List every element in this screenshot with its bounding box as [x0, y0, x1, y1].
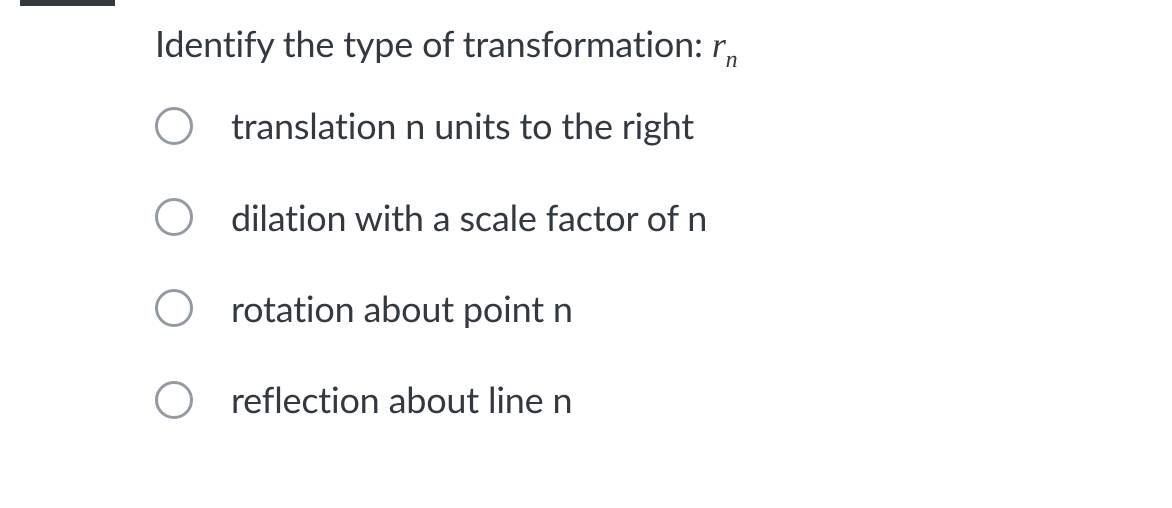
- math-symbol-r: r: [712, 25, 726, 65]
- radio-icon[interactable]: [155, 289, 193, 327]
- question-block: Identify the type of transformation: rn …: [155, 20, 1132, 421]
- option-reflection[interactable]: reflection about line n: [155, 378, 1132, 421]
- option-label: translation n units to the right: [231, 104, 694, 147]
- options-list: translation n units to the right dilatio…: [155, 104, 1132, 421]
- question-prompt: Identify the type of transformation: rn: [155, 20, 1132, 74]
- math-subscript-n: n: [726, 47, 738, 73]
- radio-icon[interactable]: [155, 198, 193, 236]
- option-rotation[interactable]: rotation about point n: [155, 287, 1132, 330]
- option-label: rotation about point n: [231, 287, 573, 330]
- question-text: Identify the type of transformation:: [155, 21, 712, 65]
- radio-icon[interactable]: [155, 381, 193, 419]
- option-translation[interactable]: translation n units to the right: [155, 104, 1132, 147]
- radio-icon[interactable]: [155, 107, 193, 145]
- option-dilation[interactable]: dilation with a scale factor of n: [155, 196, 1132, 239]
- tab-underline: [20, 0, 115, 6]
- option-label: reflection about line n: [231, 378, 572, 421]
- option-label: dilation with a scale factor of n: [231, 196, 707, 239]
